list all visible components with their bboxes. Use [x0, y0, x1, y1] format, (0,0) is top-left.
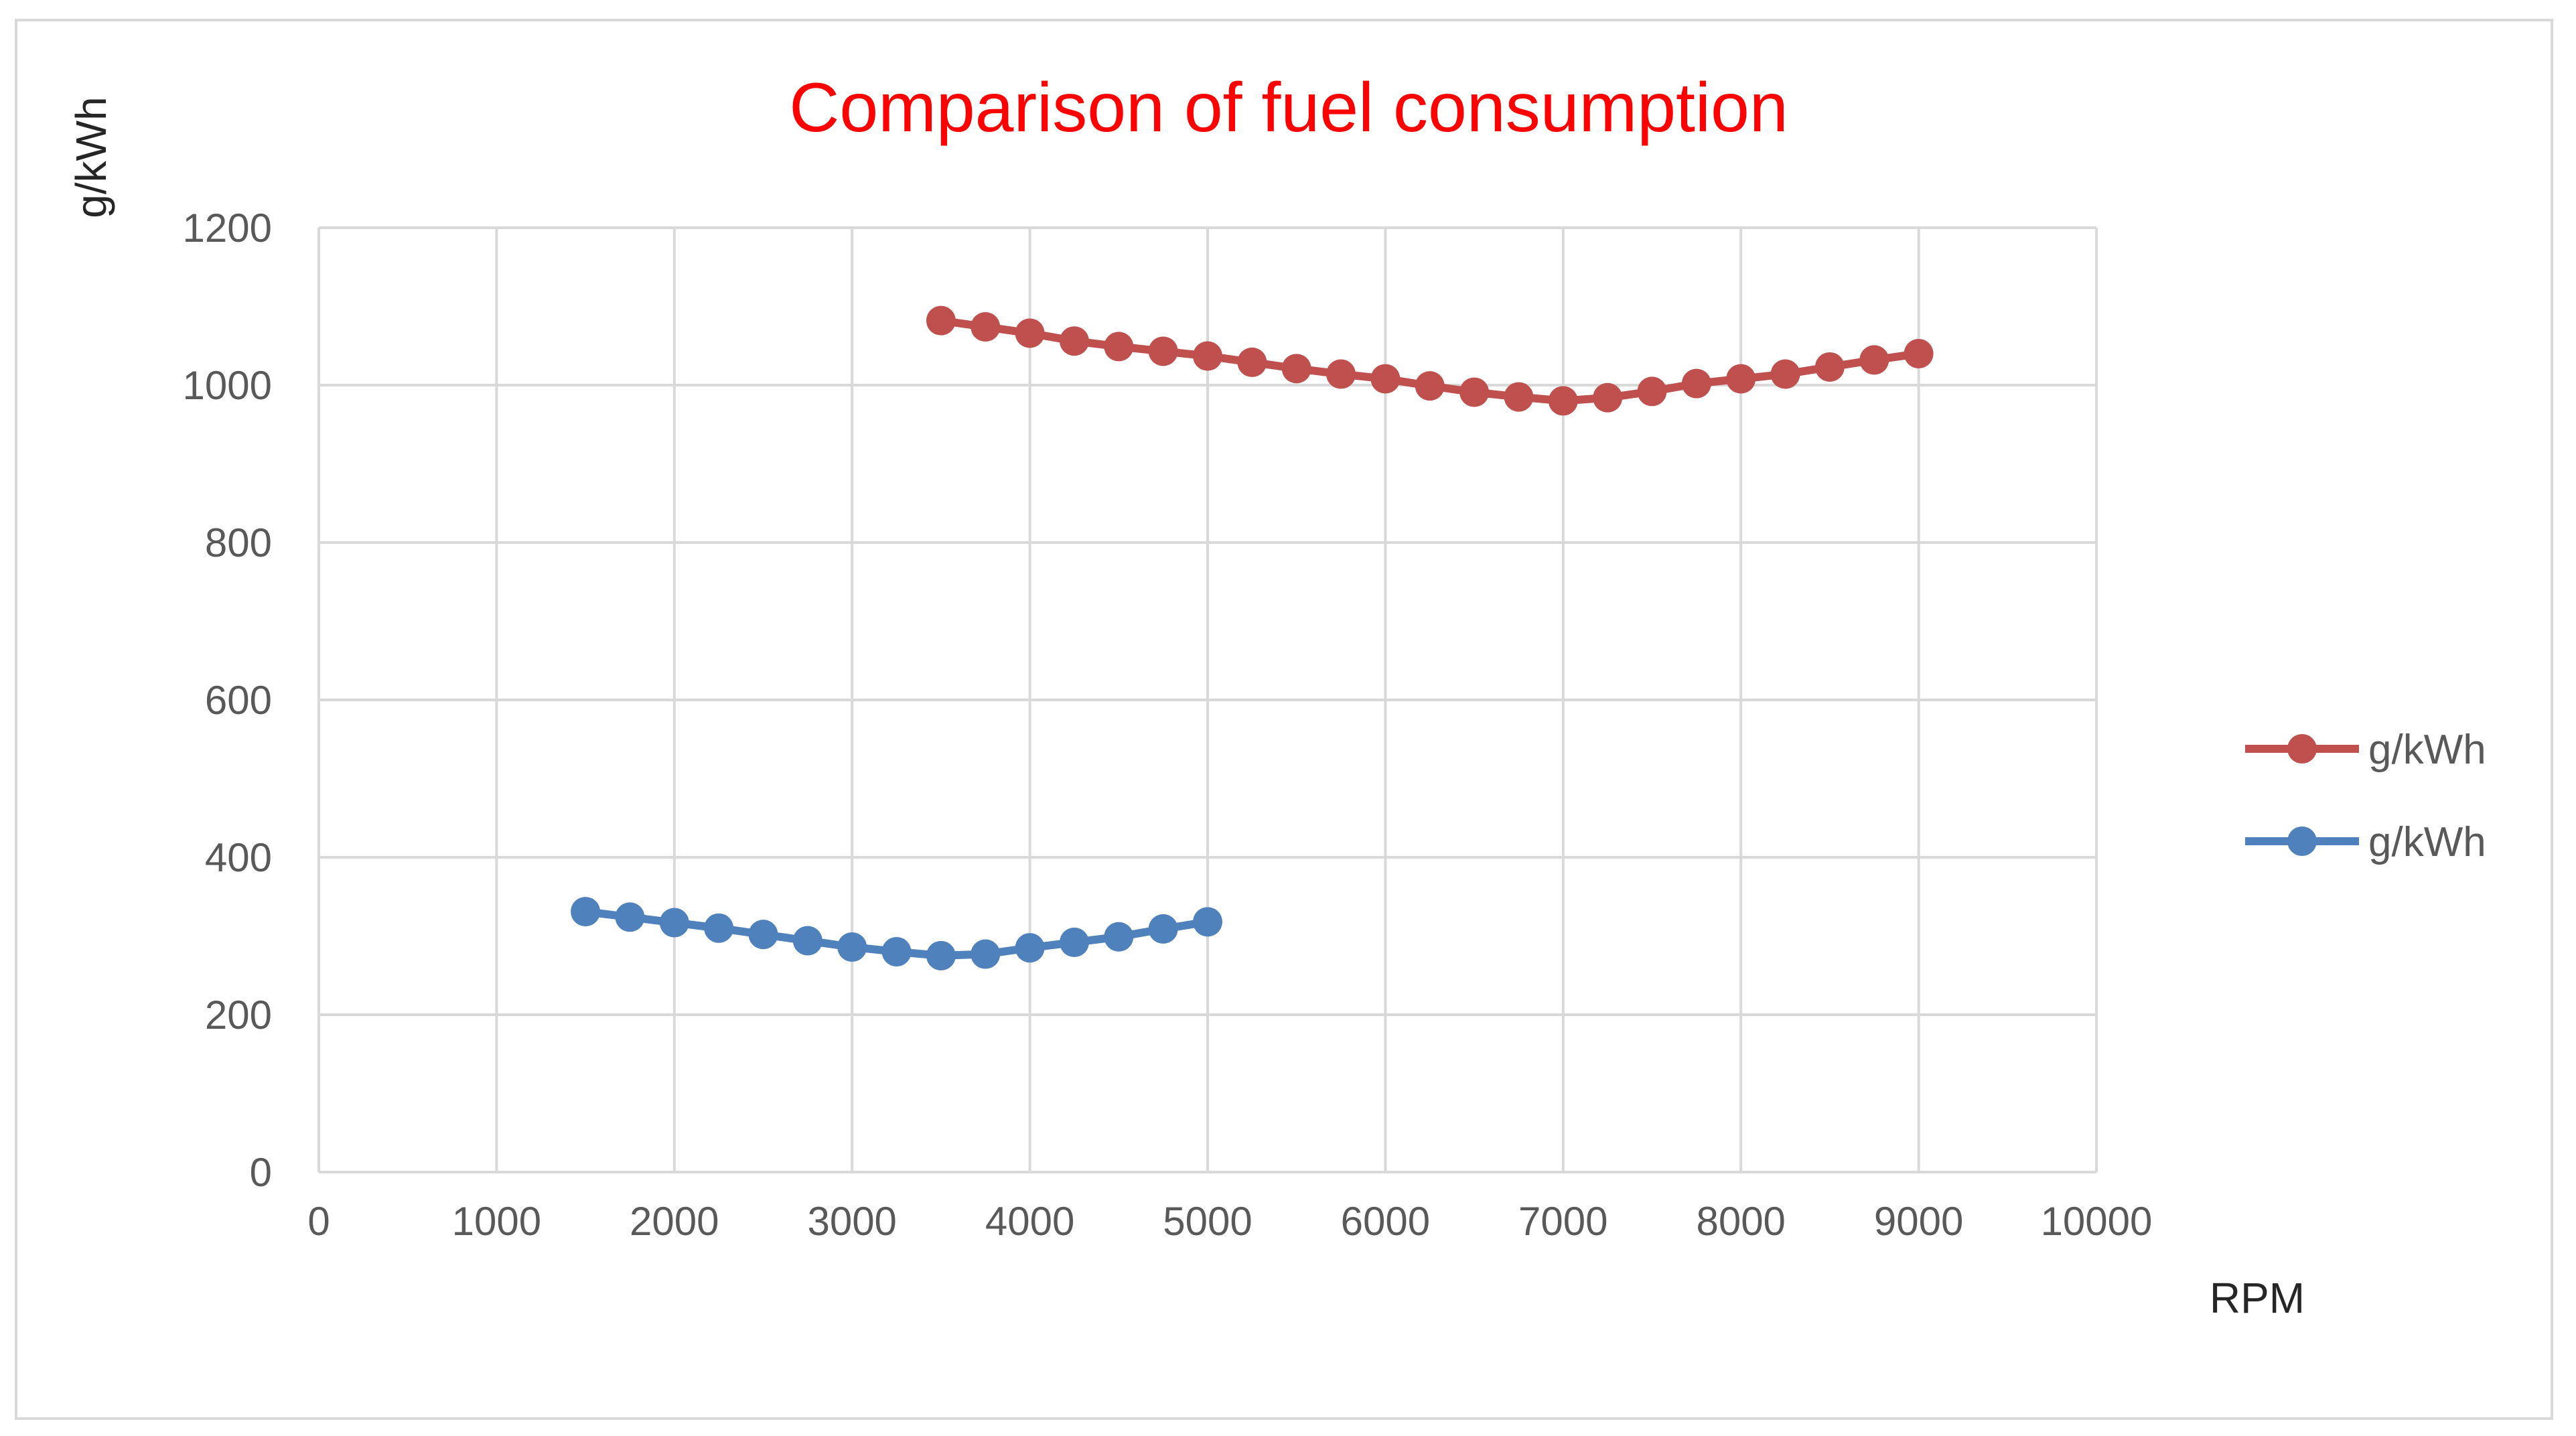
data-point: [1148, 914, 1178, 944]
y-tick-label: 1000: [183, 363, 272, 408]
data-point: [837, 932, 867, 962]
x-tick-label: 3000: [807, 1199, 896, 1244]
data-point: [1104, 922, 1134, 952]
data-point: [1548, 386, 1578, 416]
y-tick-label: 1200: [183, 206, 272, 250]
series-1: [926, 305, 1934, 416]
data-point: [1059, 927, 1089, 957]
y-axis-title: g/kWh: [67, 96, 115, 218]
data-point: [971, 312, 1001, 342]
data-point: [1237, 347, 1267, 377]
data-point: [659, 908, 689, 938]
data-point: [615, 902, 645, 932]
x-tick-label: 2000: [630, 1199, 719, 1244]
data-point: [1015, 933, 1045, 963]
data-point: [1370, 364, 1401, 394]
data-point: [571, 897, 601, 927]
data-point: [1637, 376, 1667, 407]
data-point: [704, 913, 734, 943]
data-point: [1904, 339, 1934, 368]
data-point: [1281, 354, 1311, 384]
data-point: [926, 940, 956, 971]
y-tick-label: 600: [205, 678, 272, 723]
data-point: [748, 920, 778, 950]
x-axis-title: RPM: [2210, 1274, 2305, 1322]
data-point: [971, 939, 1001, 969]
y-tick-label: 0: [250, 1150, 272, 1195]
x-tick-label: 7000: [1518, 1199, 1607, 1244]
x-tick-label: 8000: [1696, 1199, 1785, 1244]
x-tick-label: 4000: [985, 1199, 1074, 1244]
legend-marker: [2287, 827, 2317, 856]
data-point: [926, 305, 956, 336]
chart-title: Comparison of fuel consumption: [789, 69, 1788, 147]
y-tick-label: 400: [205, 835, 272, 880]
data-point: [1814, 352, 1845, 382]
data-point: [1148, 336, 1178, 366]
data-point: [1459, 377, 1490, 407]
data-point: [1415, 371, 1445, 401]
legend-label: g/kWh: [2368, 819, 2486, 865]
chart-area: [15, 19, 2553, 1420]
data-point: [1015, 318, 1045, 348]
y-tick-label: 200: [205, 993, 272, 1037]
data-point: [1059, 326, 1089, 356]
legend-marker: [2287, 734, 2317, 764]
legend-item-2: g/kWh: [2245, 819, 2486, 865]
x-tick-label: 9000: [1874, 1199, 1963, 1244]
x-tick-label: 10000: [2041, 1199, 2153, 1244]
legend-label: g/kWh: [2368, 727, 2486, 773]
x-tick-label: 6000: [1341, 1199, 1430, 1244]
series-group: [571, 305, 1934, 971]
data-point: [1104, 332, 1134, 362]
axis-ticks: 0 200 400 600 800 1000 1200 0 1000 2000 3000 4000 50…: [183, 206, 2153, 1244]
data-point: [792, 926, 822, 956]
data-point: [1193, 907, 1222, 937]
data-point: [1859, 345, 1889, 375]
series-2: [571, 897, 1222, 971]
x-tick-label: 5000: [1163, 1199, 1252, 1244]
legend: g/kWh g/kWh: [2245, 727, 2486, 865]
data-point: [881, 937, 912, 966]
data-point: [1593, 382, 1623, 413]
x-tick-label: 1000: [452, 1199, 541, 1244]
data-point: [1193, 341, 1222, 371]
data-point: [1504, 382, 1534, 412]
data-point: [1326, 359, 1356, 389]
x-tick-label: 0: [307, 1199, 330, 1244]
data-point: [1726, 364, 1756, 394]
y-tick-label: 800: [205, 520, 272, 565]
legend-item-1: g/kWh: [2245, 727, 2486, 773]
data-point: [1770, 359, 1800, 389]
data-point: [1681, 368, 1711, 399]
